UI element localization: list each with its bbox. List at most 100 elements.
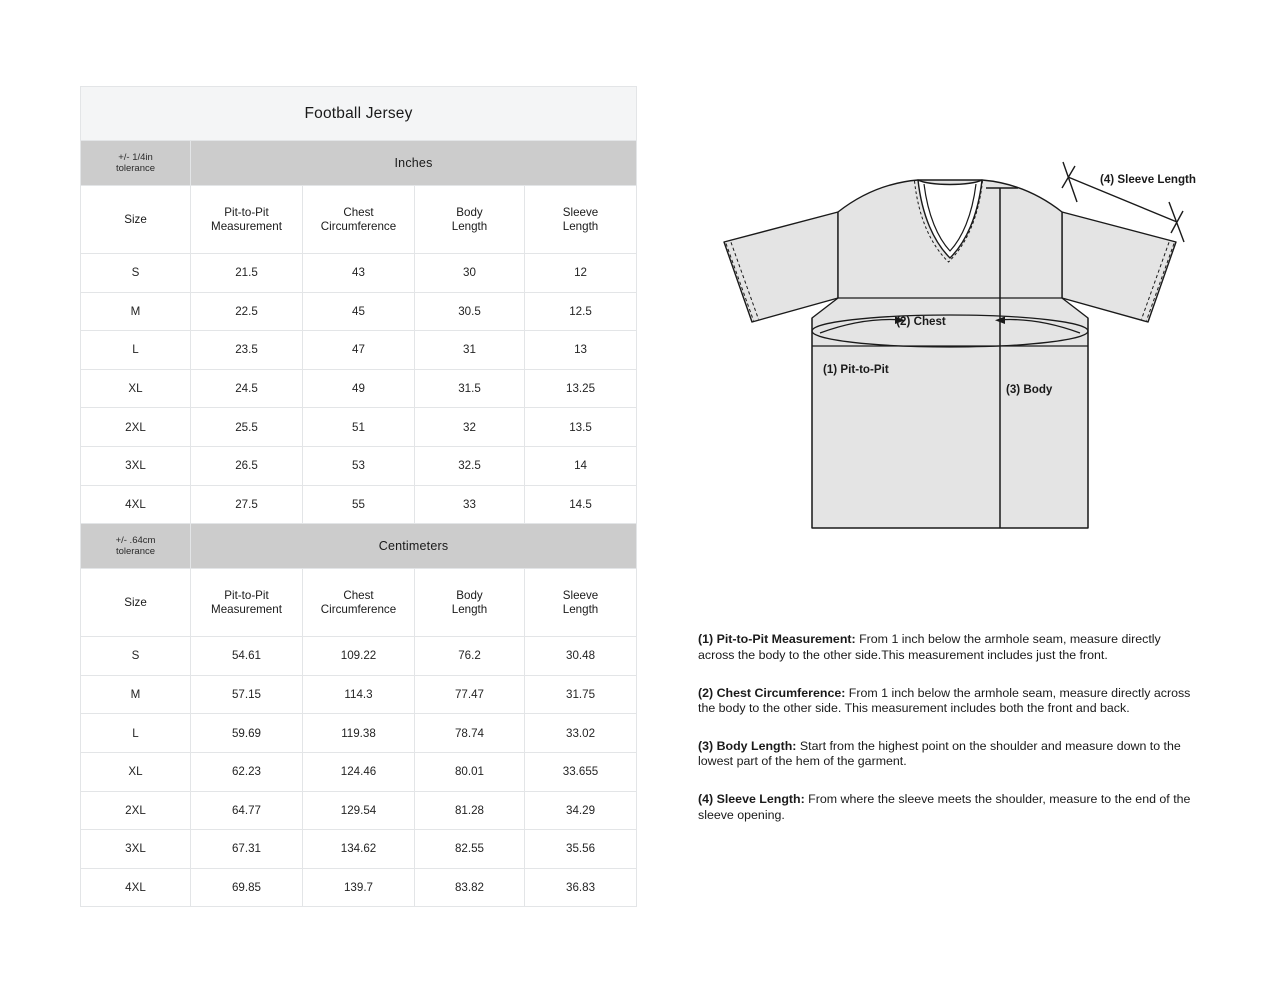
measurement-note-text: From 1 inch below the armhole seam, meas… bbox=[698, 685, 1191, 716]
column-header-size: Size bbox=[80, 185, 191, 254]
column-header-row: Size Pit-to-Pit Measurement Chest Circumfere… bbox=[80, 568, 638, 638]
cell-size: M bbox=[80, 291, 191, 332]
measurement-note-label: (2) Chest Circumference: bbox=[698, 685, 846, 700]
cell-size: L bbox=[80, 330, 191, 370]
cell-chest: 47 bbox=[302, 330, 415, 370]
cell-pit-to-pit: 57.15 bbox=[190, 674, 303, 715]
cell-pit-to-pit: 59.69 bbox=[190, 713, 303, 753]
cell-body-length: 30.5 bbox=[414, 291, 525, 332]
cell-size: 4XL bbox=[80, 867, 191, 908]
cell-body-length: 31 bbox=[414, 330, 525, 370]
column-header-pit-line-2: Measurement bbox=[211, 219, 282, 233]
table-row: 4XL 27.5 55 33 14.5 bbox=[80, 484, 638, 525]
cell-sleeve-length: 34.29 bbox=[523, 790, 638, 831]
column-header-pit-to-pit: Pit-to-Pit Measurement bbox=[190, 568, 303, 638]
neck-collar-inner bbox=[923, 183, 977, 252]
table-row: 3XL 67.31 134.62 82.55 35.56 bbox=[80, 829, 638, 869]
measurement-note-text: From where the sleeve meets the shoulder… bbox=[698, 791, 1191, 822]
cell-size: L bbox=[80, 713, 191, 753]
column-header-chest-line-1: Chest bbox=[343, 588, 374, 602]
measurement-note-label: (4) Sleeve Length: bbox=[698, 791, 805, 806]
column-header-body-line-2: Length bbox=[451, 602, 488, 616]
column-header-sleeve-line-2: Length bbox=[562, 602, 599, 616]
measurement-note-text: From 1 inch below the armhole seam, meas… bbox=[698, 632, 1161, 662]
left-cuff-stitch-2 bbox=[730, 242, 759, 320]
cell-size: S bbox=[80, 253, 191, 293]
cell-body-length: 81.28 bbox=[414, 790, 525, 831]
sleeve-length-label: (4) Sleeve Length bbox=[1100, 173, 1196, 186]
cell-body-length: 30 bbox=[414, 253, 525, 293]
column-header-chest-line-1: Chest bbox=[343, 205, 374, 219]
pit-to-pit-label: (1) Pit-to-Pit bbox=[823, 363, 889, 376]
cell-size: 4XL bbox=[80, 484, 191, 525]
neck-collar-outer bbox=[917, 179, 983, 259]
table-row: XL 62.23 124.46 80.01 33.655 bbox=[80, 751, 638, 792]
measurement-note-label: (1) Pit-to-Pit Measurement: bbox=[698, 632, 856, 647]
chest-arrow-left bbox=[819, 316, 905, 334]
cell-size: XL bbox=[80, 751, 191, 792]
table-row: M 22.5 45 30.5 12.5 bbox=[80, 291, 638, 332]
cell-chest: 43 bbox=[302, 253, 415, 293]
column-header-sleeve: Sleeve Length bbox=[523, 568, 638, 638]
cell-chest: 139.7 bbox=[302, 867, 415, 908]
table-row: S 54.61 109.22 76.2 30.48 bbox=[80, 636, 638, 676]
column-header-size: Size bbox=[80, 568, 191, 638]
cell-sleeve-length: 30.48 bbox=[523, 636, 638, 676]
cell-sleeve-length: 13.25 bbox=[523, 368, 638, 409]
column-header-body-line-2: Length bbox=[451, 219, 488, 233]
measurement-notes: (1) Pit-to-Pit Measurement: From 1 inch … bbox=[698, 620, 1198, 823]
cell-chest: 119.38 bbox=[302, 713, 415, 753]
cell-pit-to-pit: 21.5 bbox=[190, 253, 303, 293]
cell-body-length: 31.5 bbox=[414, 368, 525, 409]
cell-chest: 49 bbox=[302, 368, 415, 409]
measurement-note: (2) Chest Circumference: From 1 inch bel… bbox=[698, 686, 1198, 717]
cell-sleeve-length: 33.02 bbox=[523, 713, 638, 753]
cell-pit-to-pit: 22.5 bbox=[190, 291, 303, 332]
measurement-note: (1) Pit-to-Pit Measurement: From 1 inch … bbox=[698, 632, 1198, 663]
cell-pit-to-pit: 27.5 bbox=[190, 484, 303, 525]
cell-chest: 51 bbox=[302, 407, 415, 447]
measurement-note-text: Start from the highest point on the shou… bbox=[698, 738, 1181, 769]
column-header-size-label: Size bbox=[124, 595, 147, 609]
table-row: S 21.5 43 30 12 bbox=[80, 253, 638, 293]
column-header-body: Body Length bbox=[414, 185, 525, 254]
jersey-diagram: (4) Sleeve Length (2) Chest (1) Pit-to-P… bbox=[690, 150, 1210, 570]
column-header-pit-line-1: Pit-to-Pit bbox=[224, 588, 269, 602]
cell-pit-to-pit: 24.5 bbox=[190, 368, 303, 409]
column-header-chest-line-2: Circumference bbox=[320, 219, 397, 233]
table-row: 2XL 25.5 51 32 13.5 bbox=[80, 407, 638, 447]
column-header-row: Size Pit-to-Pit Measurement Chest Circumfere… bbox=[80, 185, 638, 254]
cell-size: 2XL bbox=[80, 407, 191, 447]
table-row: M 57.15 114.3 77.47 31.75 bbox=[80, 674, 638, 715]
unit-header-row: +/- 1/4in tolerance Inches bbox=[80, 140, 638, 186]
cell-sleeve-length: 36.83 bbox=[523, 867, 638, 908]
cell-chest: 109.22 bbox=[302, 636, 415, 676]
cell-chest: 129.54 bbox=[302, 790, 415, 831]
cell-sleeve-length: 13.5 bbox=[523, 407, 638, 447]
table-row: 4XL 69.85 139.7 83.82 36.83 bbox=[80, 867, 638, 908]
column-header-body-line-1: Body bbox=[456, 588, 483, 602]
table-row: 3XL 26.5 53 32.5 14 bbox=[80, 445, 638, 486]
cell-chest: 45 bbox=[302, 291, 415, 332]
cell-body-length: 82.55 bbox=[414, 829, 525, 869]
table-row: XL 24.5 49 31.5 13.25 bbox=[80, 368, 638, 409]
right-sleeve-shape bbox=[1061, 211, 1177, 323]
cell-body-length: 33 bbox=[414, 484, 525, 525]
left-cuff-stitch-1 bbox=[725, 243, 754, 321]
cell-body-length: 32.5 bbox=[414, 445, 525, 486]
unit-label: Inches bbox=[189, 140, 638, 186]
cell-chest: 114.3 bbox=[302, 674, 415, 715]
column-header-sleeve-line-1: Sleeve bbox=[562, 205, 599, 219]
tolerance-line-2: tolerance bbox=[115, 546, 156, 558]
measurement-note: (3) Body Length: Start from the highest … bbox=[698, 739, 1198, 770]
cell-size: 3XL bbox=[80, 829, 191, 869]
cell-chest: 53 bbox=[302, 445, 415, 486]
tolerance-line-1: +/- 1/4in bbox=[118, 151, 153, 163]
column-header-pit-to-pit: Pit-to-Pit Measurement bbox=[190, 185, 303, 254]
table-row: 2XL 64.77 129.54 81.28 34.29 bbox=[80, 790, 638, 831]
cell-chest: 55 bbox=[302, 484, 415, 525]
unit-header-row: +/- .64cm tolerance Centimeters bbox=[80, 523, 638, 570]
cell-sleeve-length: 12 bbox=[523, 253, 638, 293]
chart-title-row: Football Jersey bbox=[79, 86, 638, 141]
size-chart-table: Football Jersey +/- 1/4in tolerance Inches S… bbox=[79, 86, 638, 908]
